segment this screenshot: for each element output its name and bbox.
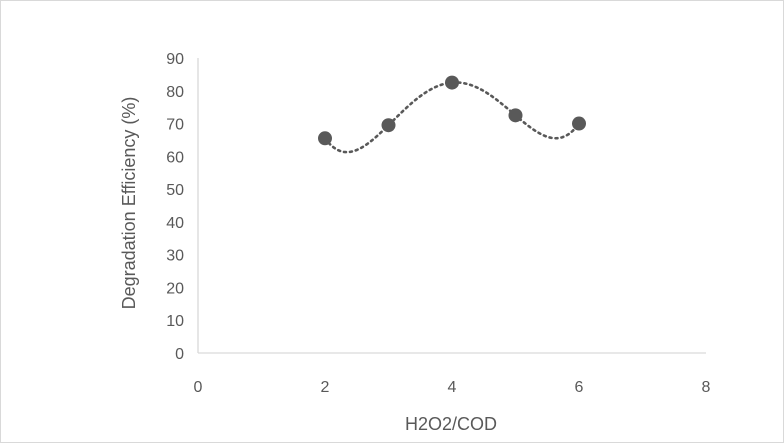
data-point <box>381 118 396 133</box>
y-tick-label: 50 <box>166 182 184 199</box>
x-axis-ticks: 0 2 4 6 8 <box>194 379 711 396</box>
y-tick-label: 90 <box>166 51 184 68</box>
y-tick-label: 80 <box>166 84 184 101</box>
y-axis-title: Degradation Efficiency (%) <box>119 97 139 310</box>
x-axis-title: H2O2/COD <box>405 414 497 434</box>
data-point <box>572 116 586 131</box>
x-tick-label: 6 <box>575 379 584 396</box>
y-tick-label: 60 <box>166 149 184 166</box>
data-point <box>508 108 523 123</box>
y-tick-label: 40 <box>166 215 184 232</box>
y-tick-label: 70 <box>166 117 184 134</box>
y-tick-label: 10 <box>166 313 184 330</box>
y-tick-label: 30 <box>166 248 184 265</box>
y-tick-label: 0 <box>175 346 184 363</box>
data-point <box>445 75 459 90</box>
data-point <box>318 131 332 146</box>
x-tick-label: 0 <box>194 379 203 396</box>
x-tick-label: 4 <box>448 379 457 396</box>
x-tick-label: 2 <box>321 379 330 396</box>
x-tick-label: 8 <box>702 379 711 396</box>
trendline <box>323 81 581 154</box>
data-points <box>318 75 586 146</box>
y-axis-ticks: 0 10 20 30 40 50 60 70 80 90 <box>166 51 184 363</box>
y-tick-label: 20 <box>166 280 184 297</box>
